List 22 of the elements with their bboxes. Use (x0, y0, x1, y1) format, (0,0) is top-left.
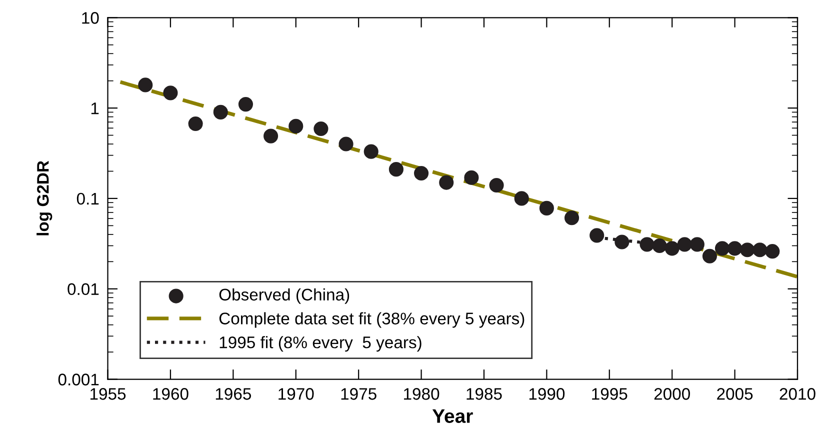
x-tick-label: 1955 (90, 388, 126, 400)
y-tick-label: 1 (91, 102, 99, 114)
x-tick-label: 1970 (278, 388, 314, 400)
y-tick-label: 0.001 (58, 374, 99, 386)
y-tick-label: 0.01 (68, 283, 99, 296)
legend-label: Observed (China) (219, 288, 350, 304)
y-tick-label: 0.1 (76, 192, 99, 205)
x-tick-label: 2000 (654, 388, 690, 400)
x-tick-label: 2010 (780, 388, 816, 400)
y-axis-title: log G2DR (36, 160, 52, 236)
y-tick-label: 10 (82, 12, 99, 24)
x-tick-label: 1985 (466, 388, 502, 400)
x-tick-label: 1975 (341, 388, 376, 400)
x-tick-label: 1990 (529, 388, 565, 400)
x-tick-label: 1960 (153, 388, 188, 400)
legend-label: Complete data set fit (38% every 5 years) (219, 312, 524, 328)
legend-label: 1995 fit (8% every 5 years) (220, 336, 422, 352)
x-axis-title: Year (432, 409, 473, 423)
x-tick-label: 1980 (404, 388, 440, 400)
x-tick-label: 2005 (717, 388, 753, 400)
x-tick-label: 1995 (592, 388, 628, 400)
x-tick-label: 1965 (216, 388, 252, 400)
